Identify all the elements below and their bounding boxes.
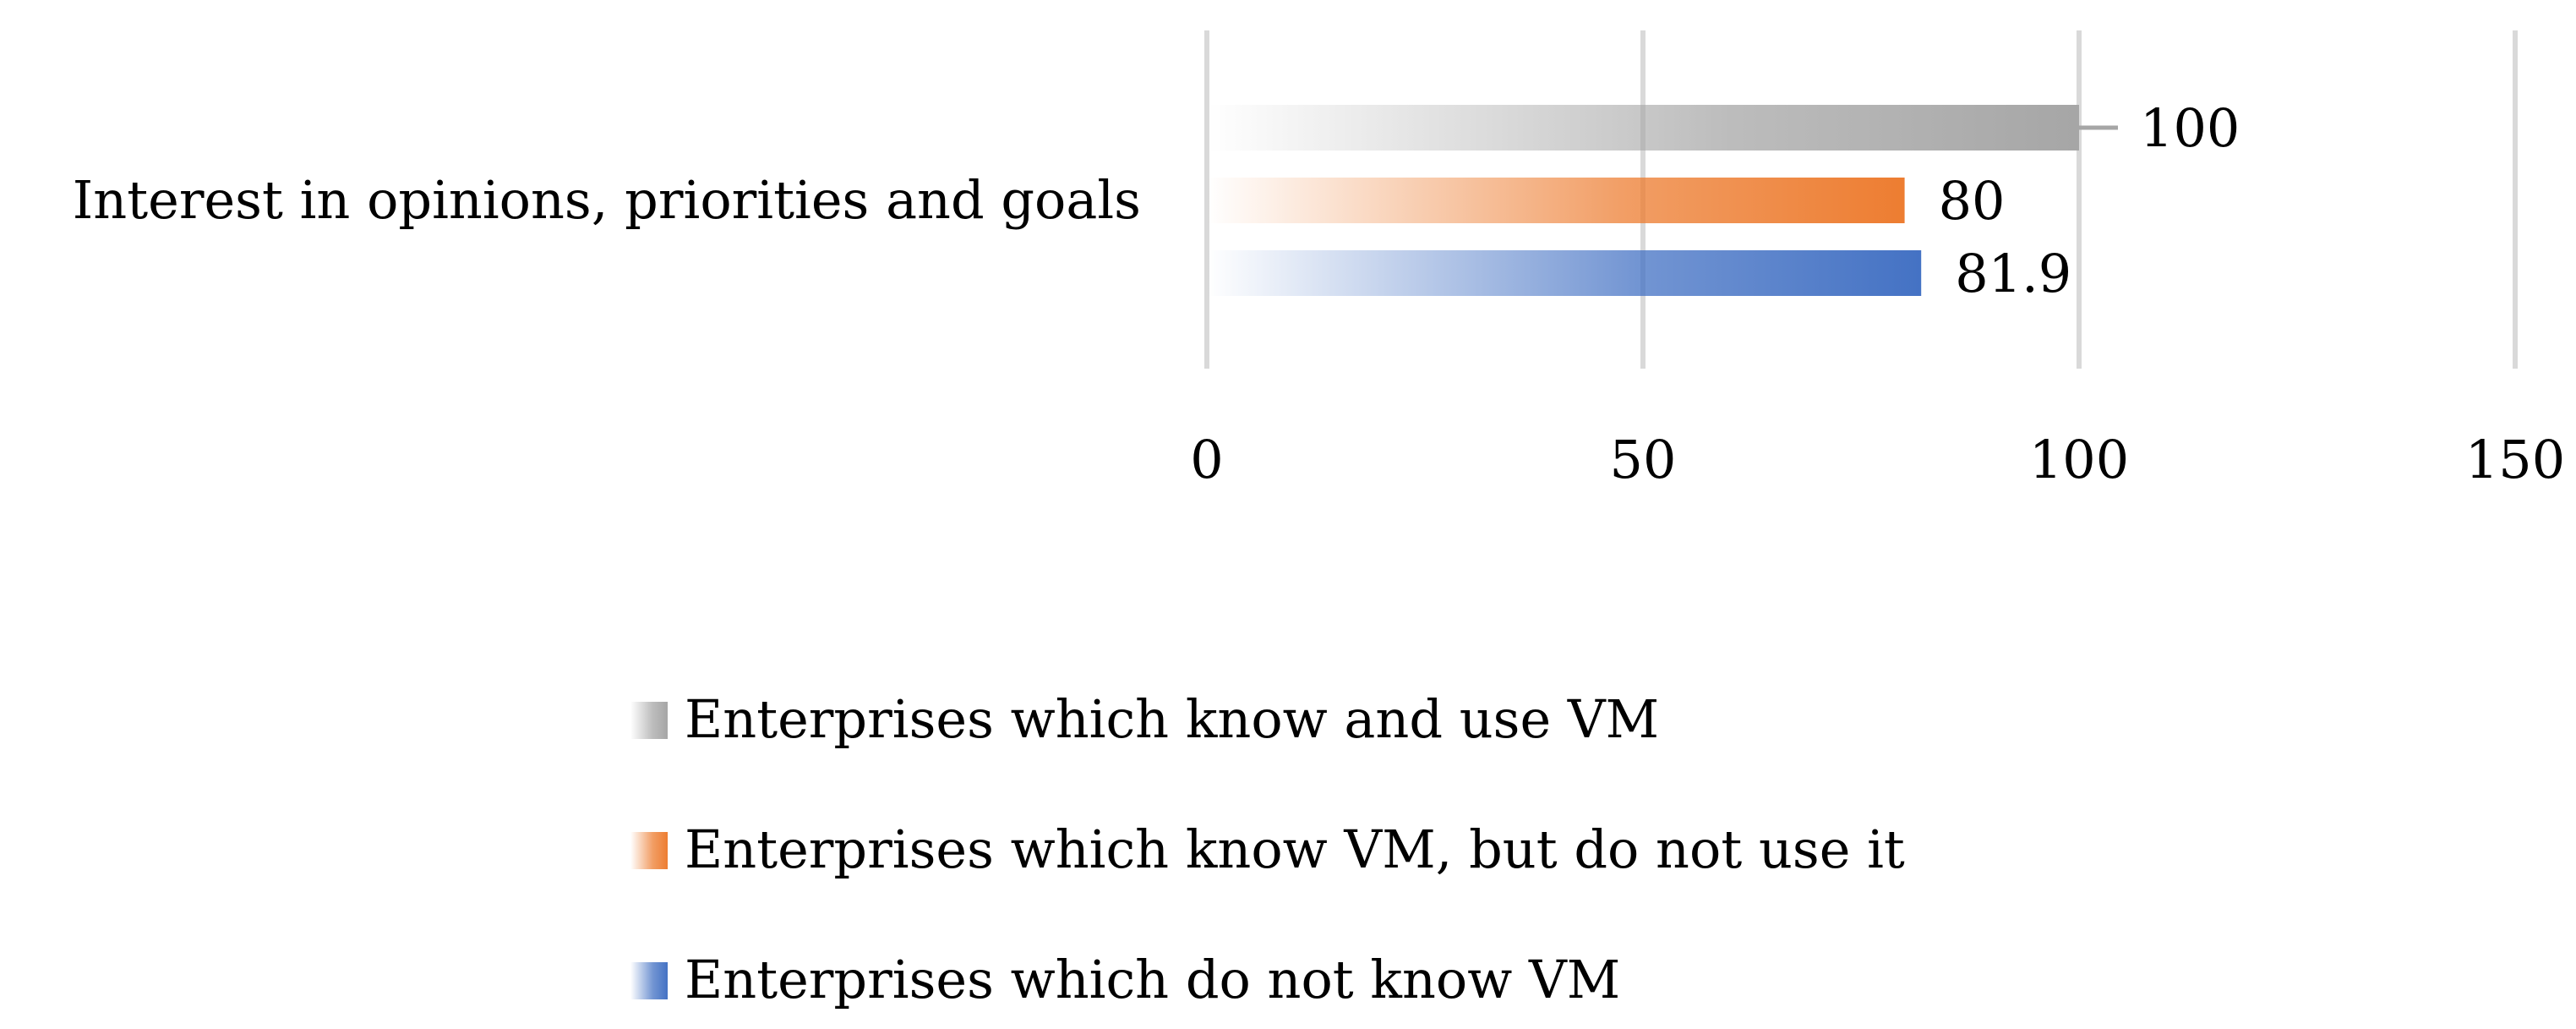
value-label-series-3: 81.9 xyxy=(1955,243,2071,304)
legend-swatch-series-1 xyxy=(630,702,668,739)
x-tick-label: 100 xyxy=(2029,429,2129,490)
bar-series-1 xyxy=(1207,105,2079,151)
x-tick-label: 0 xyxy=(1190,429,1223,490)
legend-label-series-1: Enterprises which know and use VM xyxy=(685,688,1659,750)
x-tick-label: 50 xyxy=(1610,429,1677,490)
category-label: Interest in opinions, priorities and goa… xyxy=(73,169,1141,231)
category-axis: Interest in opinions, priorities and goa… xyxy=(73,169,1141,231)
x-axis: 0 50 100 150 xyxy=(1190,429,2565,490)
x-tick-label: 150 xyxy=(2465,429,2565,490)
legend-label-series-2: Enterprises which know VM, but do not us… xyxy=(685,818,1905,880)
legend-label-series-3: Enterprises which do not know VM xyxy=(685,949,1620,1010)
legend: Enterprises which know and use VM Enterpr… xyxy=(630,688,1905,1010)
bar-series-2 xyxy=(1207,178,1905,223)
bar-series-3 xyxy=(1207,250,1922,296)
bars: 100 80 81.9 xyxy=(1207,97,2240,304)
value-label-series-2: 80 xyxy=(1939,170,2006,232)
legend-swatch-series-3 xyxy=(630,962,668,999)
legend-swatch-series-2 xyxy=(630,832,668,869)
value-label-series-1: 100 xyxy=(2140,97,2240,159)
